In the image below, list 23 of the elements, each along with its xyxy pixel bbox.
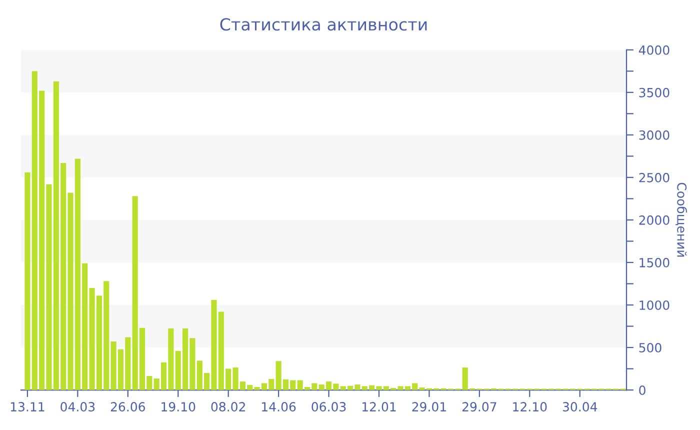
x-tick-label: 12.10 <box>513 402 547 412</box>
y-tick-label: 2500 <box>639 172 670 182</box>
y-tick-label: 0 <box>639 385 646 395</box>
y-tick-label: 1500 <box>640 258 670 268</box>
y-axis-title: Сообщений <box>676 182 687 257</box>
x-tick-label: 19.10 <box>162 402 196 412</box>
x-tick-label: 12.01 <box>362 402 396 412</box>
y-tick-label: 3000 <box>639 130 670 140</box>
y-tick-label: 500 <box>639 342 662 352</box>
y-tick-label: 3500 <box>639 88 670 98</box>
x-tick-label: 26.06 <box>110 402 145 412</box>
x-tick-label: 08.02 <box>211 402 245 412</box>
x-tick-label: 14.06 <box>262 402 296 412</box>
x-tick-label: 13.11 <box>10 402 44 412</box>
x-tick-label: 04.03 <box>60 402 95 412</box>
y-tick-label: 1000 <box>640 300 670 310</box>
y-tick-label: 2000 <box>639 215 670 225</box>
x-tick-label: 29.07 <box>462 402 496 412</box>
chart-title: Статистика активности <box>220 18 427 31</box>
x-tick-label: 29.01 <box>412 402 446 412</box>
y-tick-label: 4000 <box>638 45 670 55</box>
x-tick-label: 06.03 <box>312 402 346 412</box>
x-tick-label: 30.04 <box>562 402 598 412</box>
